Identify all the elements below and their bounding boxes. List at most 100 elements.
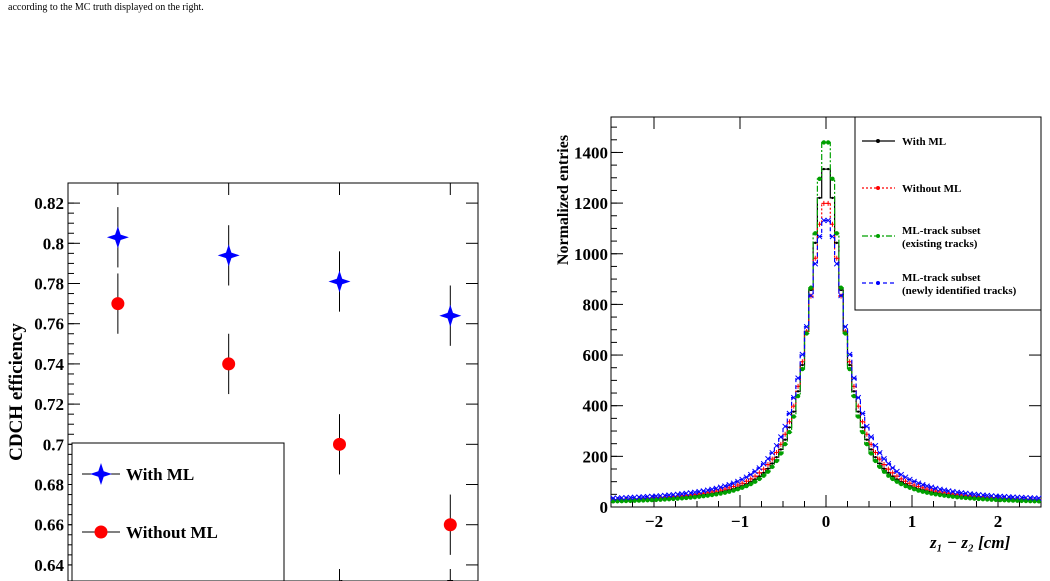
right-series-point xyxy=(658,497,663,502)
right-series-point xyxy=(778,451,784,456)
right-series-point xyxy=(816,233,823,240)
right-series-point xyxy=(825,200,831,206)
right-series-point xyxy=(627,494,634,501)
right-series-line xyxy=(611,219,1041,499)
right-x-tick-label: 1 xyxy=(908,512,917,531)
right-series-point xyxy=(771,462,774,465)
right-series-point xyxy=(1005,494,1012,500)
right-series-point xyxy=(826,167,830,171)
left-legend-box xyxy=(71,442,285,581)
left-y-tick-label: 0.74 xyxy=(34,355,64,374)
right-series-point xyxy=(985,497,990,502)
right-series-point xyxy=(1023,498,1029,504)
right-series-point xyxy=(623,498,629,504)
right-series-point xyxy=(743,474,750,481)
right-series-point xyxy=(924,490,930,495)
without-ml-point xyxy=(111,297,125,311)
right-series-point xyxy=(752,468,758,475)
right-series-point xyxy=(911,487,917,492)
right-series-point xyxy=(726,481,733,488)
right-series-point xyxy=(1035,495,1042,502)
right-series-point xyxy=(614,495,621,501)
figure-caption: according to the MC truth displayed on t… xyxy=(8,2,204,13)
right-series-point xyxy=(722,490,728,495)
right-series-point xyxy=(631,494,638,501)
right-series-point xyxy=(782,423,789,430)
right-series-point xyxy=(997,497,1003,503)
right-series-point xyxy=(920,489,925,494)
right-series-point xyxy=(619,498,624,504)
right-series-point xyxy=(945,488,952,494)
right-series-point xyxy=(916,488,921,493)
with-ml-point xyxy=(217,244,240,267)
right-series-point xyxy=(860,429,865,435)
right-series-point xyxy=(787,429,792,435)
right-series-point xyxy=(885,466,891,472)
right-series-point xyxy=(838,285,844,290)
right-series-point xyxy=(779,448,783,451)
left-plot-frame xyxy=(67,182,479,581)
right-series-point xyxy=(898,476,904,482)
right-series-point xyxy=(705,493,710,498)
right-series-point xyxy=(950,494,956,499)
right-x-tick-label: 2 xyxy=(994,512,1003,531)
right-series-point xyxy=(756,465,763,471)
right-series-point xyxy=(903,478,909,484)
right-series-point xyxy=(628,498,633,504)
right-series-point xyxy=(727,489,732,494)
right-series-point xyxy=(843,331,848,336)
right-series-point xyxy=(618,495,625,501)
right-series-point xyxy=(967,496,973,501)
right-series-point xyxy=(855,394,862,401)
left-y-axis-label: CDCH efficiency xyxy=(6,323,27,461)
right-series-point xyxy=(829,233,836,240)
right-series-point xyxy=(833,260,840,267)
right-series-point xyxy=(902,474,909,481)
right-series-point xyxy=(812,260,819,267)
left-y-tick-label: 0.8 xyxy=(43,234,64,253)
right-series-point xyxy=(709,486,715,493)
right-series-point xyxy=(878,462,881,465)
right-series-point xyxy=(783,438,787,441)
right-y-tick-label: 800 xyxy=(583,295,609,314)
without-ml-point xyxy=(222,357,236,371)
right-series-point xyxy=(765,462,771,468)
right-series-point xyxy=(959,495,964,500)
right-series-point xyxy=(814,241,817,245)
right-series-point xyxy=(696,488,703,495)
right-series-point xyxy=(941,487,948,494)
right-series-point xyxy=(636,494,642,500)
right-series-point xyxy=(890,470,896,476)
right-series-point xyxy=(641,498,646,503)
right-series-point xyxy=(881,462,887,468)
right-series-point xyxy=(876,449,883,456)
right-series-point xyxy=(873,458,878,464)
right-series-point xyxy=(933,492,938,497)
right-series-point xyxy=(636,498,642,503)
right-series-point xyxy=(980,496,986,502)
right-series-point xyxy=(795,375,801,381)
right-series-point xyxy=(714,492,719,497)
right-series-point xyxy=(911,478,918,485)
right-series-point xyxy=(885,460,892,467)
left-legend-label: Without ML xyxy=(126,523,218,542)
right-series-point xyxy=(817,176,822,182)
right-series-point xyxy=(954,494,960,500)
right-series-point xyxy=(774,449,780,455)
right-series-point xyxy=(937,492,943,498)
right-legend-marker xyxy=(876,139,880,143)
right-series-point xyxy=(1019,498,1024,504)
right-series-point xyxy=(799,351,806,358)
right-series-point xyxy=(756,470,762,476)
right-series-point xyxy=(894,468,900,475)
right-series-point xyxy=(860,419,866,425)
right-legend-label: Without ML xyxy=(902,183,961,195)
right-series-point xyxy=(868,451,874,456)
right-series-line xyxy=(611,168,1041,502)
left-y-tick-label: 0.66 xyxy=(34,516,64,535)
right-series-point xyxy=(770,464,775,470)
right-series-point xyxy=(735,482,741,488)
right-series-point xyxy=(743,478,749,484)
right-y-tick-label: 0 xyxy=(600,498,609,517)
right-series-point xyxy=(924,483,930,489)
